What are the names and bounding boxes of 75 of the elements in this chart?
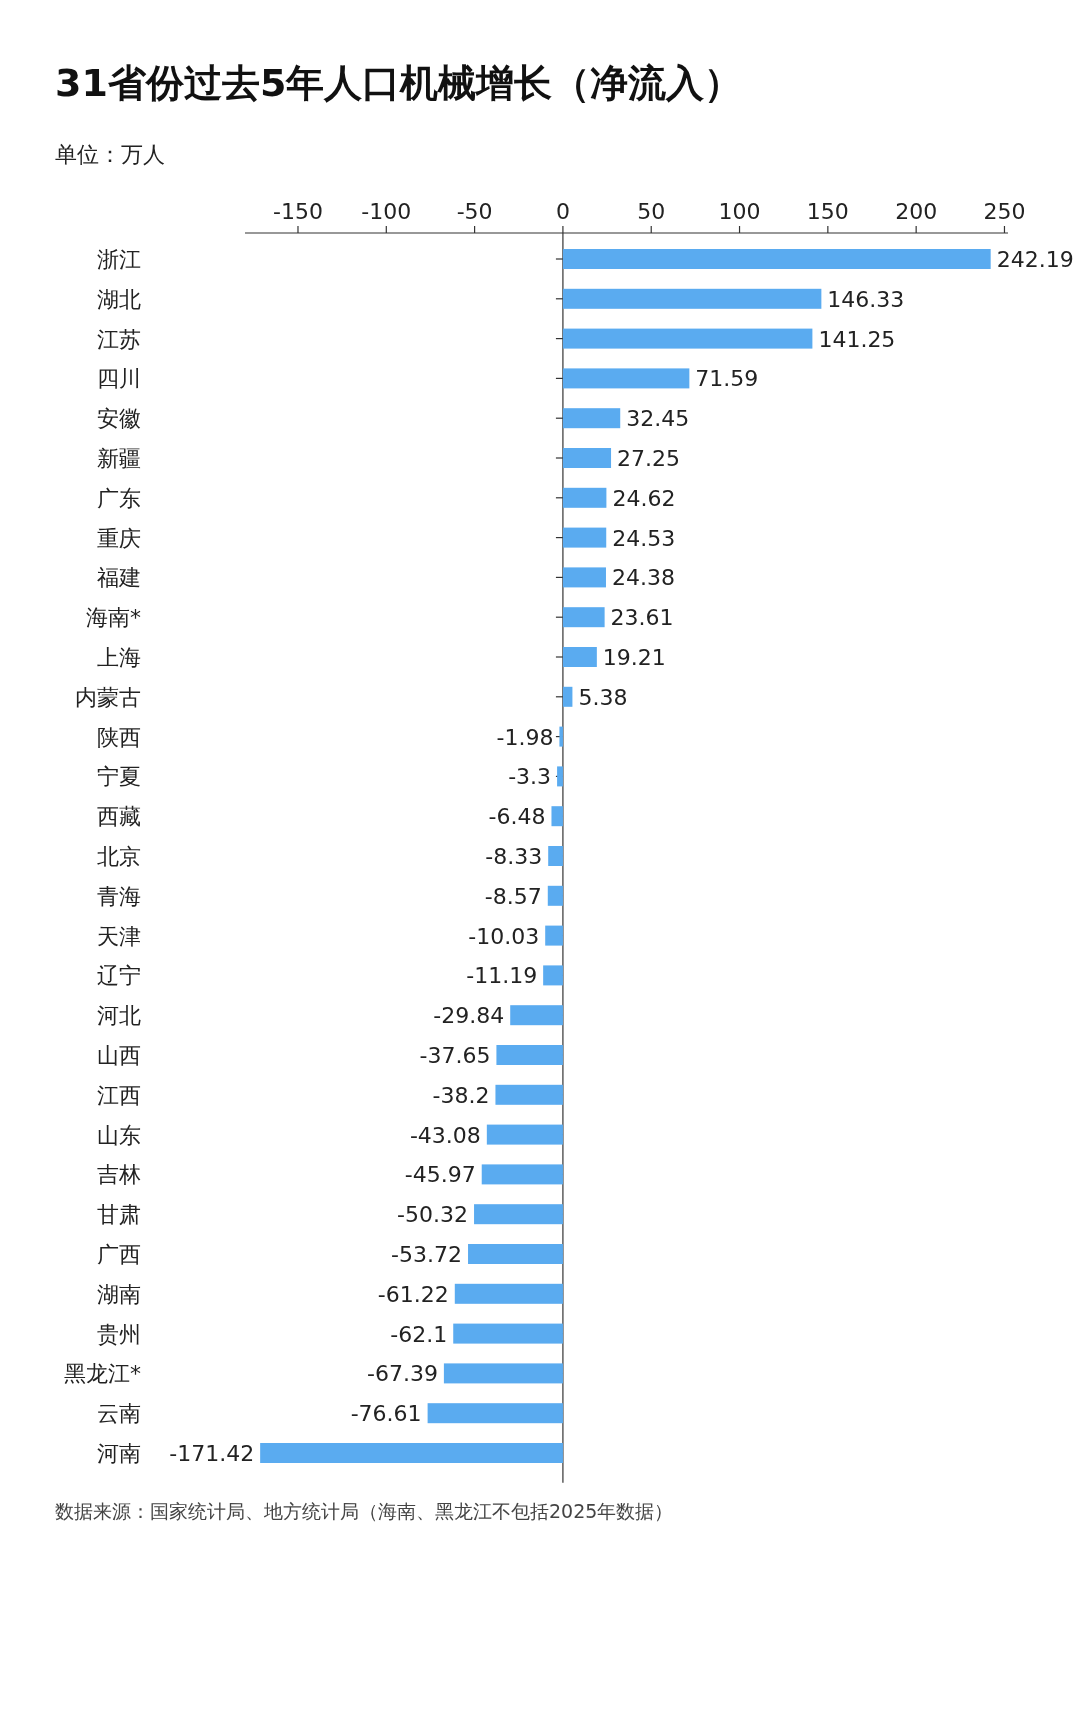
data-label: 146.33 [827,286,905,312]
data-label: -45.97 [404,1162,476,1188]
y-tick-label: 上海 [97,645,141,670]
y-tick-label: 内蒙古 [75,684,141,710]
source-note: 数据来源：国家统计局、地方统计局（海南、黑龙江不包括2025年数据） [55,1500,674,1522]
data-label: -3.3 [508,764,552,790]
data-label: -29.84 [433,1003,505,1029]
y-tick-label: 广东 [97,485,141,511]
data-label: 71.59 [695,366,759,392]
data-label: -8.57 [484,883,542,909]
data-label: -6.48 [488,804,546,830]
data-label: -171.42 [169,1441,255,1466]
y-tick-label: 湖北 [97,286,141,312]
data-label: -61.22 [377,1281,449,1307]
y-tick-label: 山东 [97,1122,141,1148]
y-tick-label: 浙江 [97,247,141,272]
x-tick-label: 50 [637,199,666,224]
chart-title: 31省份过去5年人口机械增长（净流入） [55,61,743,105]
y-tick-label: 西藏 [97,804,141,830]
data-label: -67.39 [366,1361,438,1387]
data-label: -8.33 [485,844,543,869]
y-tick-label: 黑龙江* [64,1361,141,1387]
y-tick-label: 甘肃 [97,1202,141,1228]
data-label: -38.2 [432,1082,490,1108]
y-tick-label: 青海 [97,883,141,909]
y-tick-label: 新疆 [97,446,141,471]
data-label: -10.03 [468,923,540,949]
y-tick-label: 安徽 [97,406,141,432]
data-label: -1.98 [496,724,554,750]
x-tick-label: 150 [806,199,849,224]
y-tick-label: 陕西 [97,724,141,750]
data-label: 24.53 [612,525,676,551]
y-tick-label: 山西 [97,1043,141,1068]
y-tick-label: 福建 [97,565,141,591]
y-tick-label: 河南 [97,1441,141,1466]
data-label: 5.38 [578,684,628,710]
y-tick-label: 云南 [97,1401,141,1427]
x-tick-label: 0 [555,199,570,224]
data-label: 23.61 [610,605,674,631]
y-tick-label: 江苏 [97,326,141,352]
data-label: -62.1 [390,1321,448,1347]
data-label: -37.65 [419,1043,491,1068]
data-label: 141.25 [818,326,896,352]
data-label: -11.19 [466,963,538,989]
data-label: 24.38 [611,565,675,591]
x-tick-label: -50 [456,199,493,224]
data-label: -43.08 [409,1122,481,1148]
y-tick-label: 海南* [86,605,141,631]
data-label: -53.72 [391,1242,463,1267]
y-tick-label: 天津 [97,923,141,949]
x-tick-label: 100 [718,199,761,224]
chart-subtitle: 单位：万人 [55,142,165,167]
y-tick-label: 四川 [97,366,141,392]
data-label: -50.32 [397,1202,469,1228]
x-tick-label: -150 [273,199,323,224]
data-label: 242.19 [996,247,1074,272]
y-tick-label: 北京 [97,844,141,869]
x-tick-label: -100 [361,199,412,224]
x-tick-label: 250 [983,199,1026,224]
x-tick-label: 200 [895,199,938,224]
data-label: 19.21 [602,645,666,670]
y-tick-label: 广西 [97,1242,141,1267]
y-tick-label: 贵州 [97,1321,141,1347]
data-label: 24.62 [612,485,676,511]
y-tick-label: 江西 [97,1082,141,1108]
data-label: 32.45 [626,406,690,432]
y-tick-label: 吉林 [97,1162,141,1188]
y-tick-label: 湖南 [97,1281,141,1307]
y-tick-label: 宁夏 [97,764,141,790]
plot: -150 -100 -50 0 50 100 150 200 250 浙江 242.19 湖北 146.33 江苏 141.25 四川 71.59 安徽 32.45 新疆 27.25 广东 24.62 重庆 24.53 福建 24.38 海南* 23.61 上海 19.21 内蒙古 5.38 陕西 -1.98 宁夏 -3.3 西藏 -6.48 北京 -8.33 青海 -8.57 天津 -10.03 辽宁 -11.19 河北 -29.84 山西 -37.65 江西 -38.2 山东 -43.08 吉林 -45.97 甘肃 -50.32 广西 -53.72 湖南 -61.22 贵州 -62.1 黑龙江* -67.39 云南 -76.61 河南 -171.42 [64,199,1074,1484]
y-tick-label: 河北 [97,1003,141,1029]
y-tick-label: 辽宁 [97,963,141,989]
data-label: 27.25 [617,446,681,471]
y-tick-label: 重庆 [97,525,141,551]
data-label: -76.61 [350,1401,422,1427]
